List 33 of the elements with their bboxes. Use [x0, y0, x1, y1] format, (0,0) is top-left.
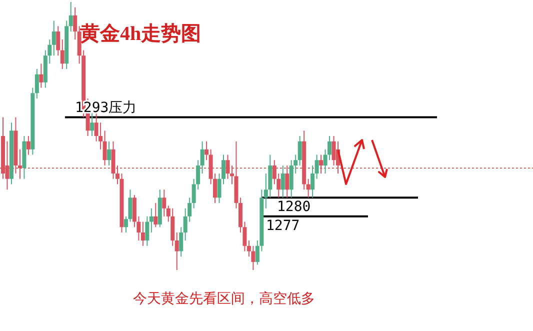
candlestick	[90, 111, 94, 136]
candlestick	[34, 68, 39, 99]
annotation: 1277	[266, 218, 300, 234]
candlestick	[39, 63, 44, 88]
candlestick	[314, 154, 319, 180]
candlestick	[310, 164, 315, 198]
candlestick	[285, 164, 290, 198]
candlestick	[174, 232, 179, 270]
candlestick	[107, 140, 112, 166]
text: 黄金4h走势图	[79, 23, 202, 45]
candlestick	[179, 226, 184, 258]
annotation: 1280	[277, 199, 311, 215]
candlestick	[298, 136, 302, 166]
candlestick	[162, 189, 166, 217]
candlestick	[204, 140, 209, 161]
candlestick	[60, 39, 64, 70]
candlestick	[140, 221, 145, 246]
candlestick	[280, 164, 285, 198]
candlestick	[226, 154, 230, 180]
candlestick	[68, 2, 73, 32]
candlestick	[149, 208, 154, 233]
candlestick	[306, 178, 310, 198]
candlestick	[18, 148, 22, 180]
candlestick	[319, 154, 324, 174]
text: 今天黄金先看区间，高空低多	[133, 291, 315, 307]
candlestick	[145, 216, 150, 246]
candlestick	[26, 136, 30, 156]
candlestick	[73, 6, 78, 40]
candlestick	[154, 202, 158, 228]
candlestick	[52, 20, 56, 56]
candlestick	[200, 140, 204, 174]
candlestick	[56, 26, 60, 56]
candlestick	[102, 130, 107, 166]
